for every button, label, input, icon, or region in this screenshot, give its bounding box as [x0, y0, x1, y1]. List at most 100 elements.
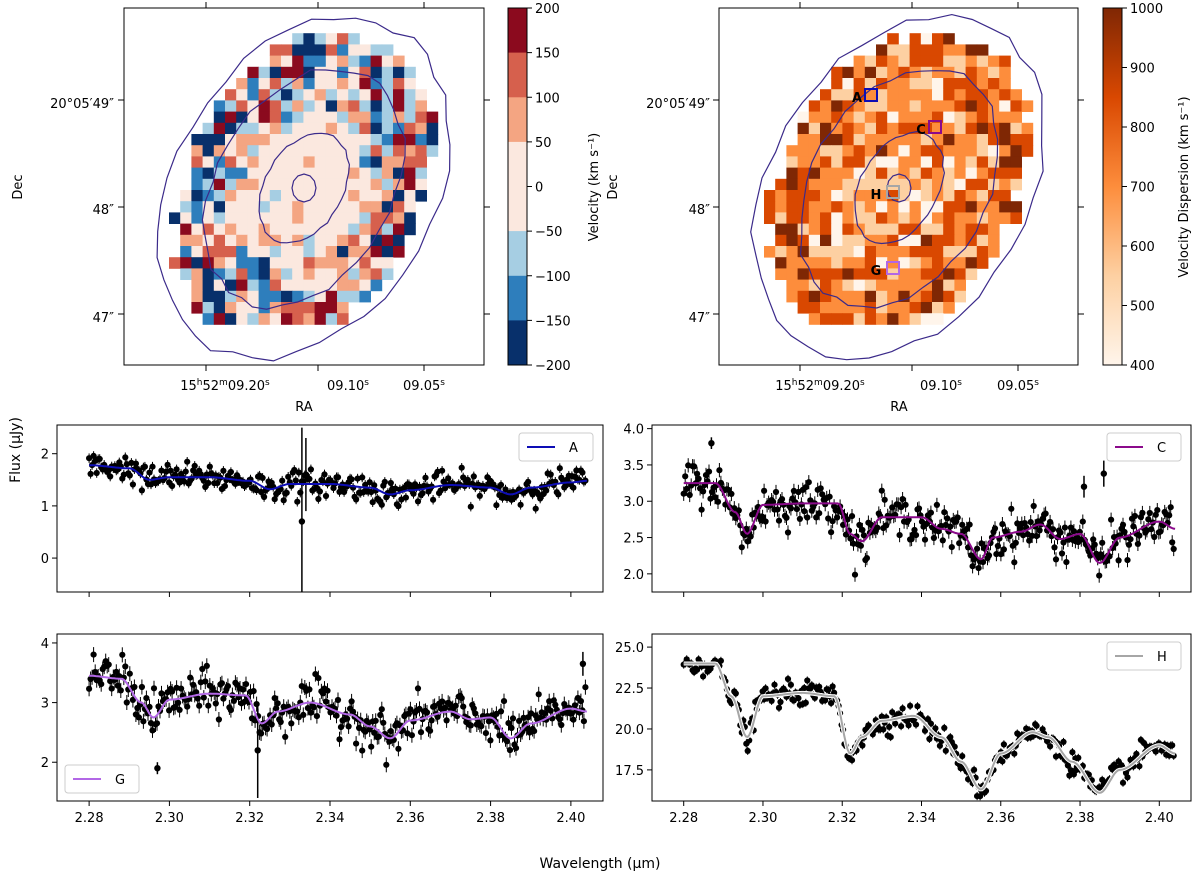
data-point [190, 681, 197, 688]
data-point [1030, 502, 1037, 510]
map-pixel [314, 234, 327, 247]
velocity-map-xlabel: RA [295, 400, 313, 415]
data-point [787, 681, 795, 688]
map-pixel [258, 122, 271, 135]
map-pixel [898, 234, 910, 247]
data-point [944, 515, 951, 522]
data-point [1125, 541, 1133, 548]
data-point [417, 729, 425, 736]
marker-g-label: G [871, 264, 882, 279]
map-pixel [247, 145, 259, 157]
map-pixel [988, 111, 1000, 124]
map-pixel [808, 246, 821, 258]
map-pixel [258, 246, 271, 258]
map-pixel [337, 223, 349, 236]
map-pixel [797, 122, 810, 135]
map-pixel [370, 134, 383, 146]
map-pixel [393, 178, 405, 191]
map-pixel [831, 234, 843, 247]
map-pixel [393, 167, 405, 180]
data-point [212, 700, 219, 707]
map-pixel [876, 223, 888, 236]
map-pixel [348, 246, 360, 258]
map-pixel [213, 279, 226, 292]
data-point [880, 726, 887, 733]
map-pixel [191, 201, 203, 213]
map-pixel [393, 111, 405, 124]
data-point [98, 681, 105, 688]
map-pixel [943, 268, 955, 280]
map-pixel [876, 246, 888, 258]
data-point [381, 478, 388, 485]
map-pixel [864, 257, 877, 269]
map-pixel [236, 78, 248, 90]
map-pixel [876, 44, 888, 56]
map-pixel [943, 190, 955, 202]
map-pixel [976, 122, 989, 135]
map-pixel [370, 78, 383, 90]
map-pixel [213, 134, 226, 146]
map-pixel [876, 145, 888, 157]
map-pixel [831, 167, 843, 180]
map-pixel [831, 190, 843, 202]
map-pixel [943, 212, 955, 224]
map-pixel [269, 246, 282, 258]
map-pixel [180, 201, 192, 213]
data-point [313, 713, 320, 720]
data-point [817, 485, 824, 492]
map-pixel [842, 66, 854, 79]
data-point [1151, 533, 1158, 541]
map-pixel [864, 212, 877, 224]
data-point [912, 532, 920, 539]
data-point [114, 682, 121, 689]
map-pixel [225, 313, 237, 325]
colorbar-tick-label: −150 [535, 314, 571, 329]
data-point [1057, 529, 1064, 536]
data-point [90, 651, 97, 658]
map-pixel [258, 313, 271, 325]
marker-c-label: C [916, 123, 926, 138]
data-point [509, 715, 517, 722]
map-pixel [269, 78, 282, 90]
xtick-label: 2.38 [1066, 811, 1095, 826]
data-point [847, 535, 854, 542]
data-point [378, 706, 385, 713]
data-point [218, 680, 225, 687]
map-pixel [920, 122, 933, 135]
data-point [119, 651, 126, 658]
data-point [322, 492, 330, 500]
map-pixel [337, 111, 349, 124]
map-pixel [864, 190, 877, 202]
legend-box [1106, 641, 1182, 671]
map-pixel [348, 100, 360, 112]
map-pixel [831, 201, 843, 213]
data-point [1080, 483, 1088, 490]
ytick-label: 25.0 [615, 641, 644, 656]
map-pixel [404, 178, 416, 191]
colorbar-tick-label: 50 [535, 136, 552, 151]
map-pixel [965, 212, 978, 224]
map-pixel [370, 201, 383, 213]
map-pixel [808, 279, 821, 292]
data-point [242, 681, 250, 688]
map-pixel [820, 212, 832, 224]
ytick-label: 2.5 [623, 532, 644, 547]
map-pixel [932, 178, 944, 191]
map-pixel [236, 134, 248, 146]
data-point [497, 481, 505, 488]
map-pixel [932, 122, 944, 135]
map-pixel [225, 145, 237, 157]
map-pixel [303, 246, 315, 258]
map-pixel [281, 55, 293, 68]
map-pixel [820, 302, 832, 314]
map-pixel [180, 268, 192, 280]
map-pixel [999, 145, 1011, 157]
data-point [1033, 533, 1040, 540]
data-point [288, 720, 295, 727]
data-point [512, 745, 520, 752]
data-point [205, 479, 212, 487]
data-point [896, 532, 903, 539]
data-point [828, 700, 835, 707]
map-pixel [281, 66, 293, 79]
data-point [460, 703, 467, 710]
